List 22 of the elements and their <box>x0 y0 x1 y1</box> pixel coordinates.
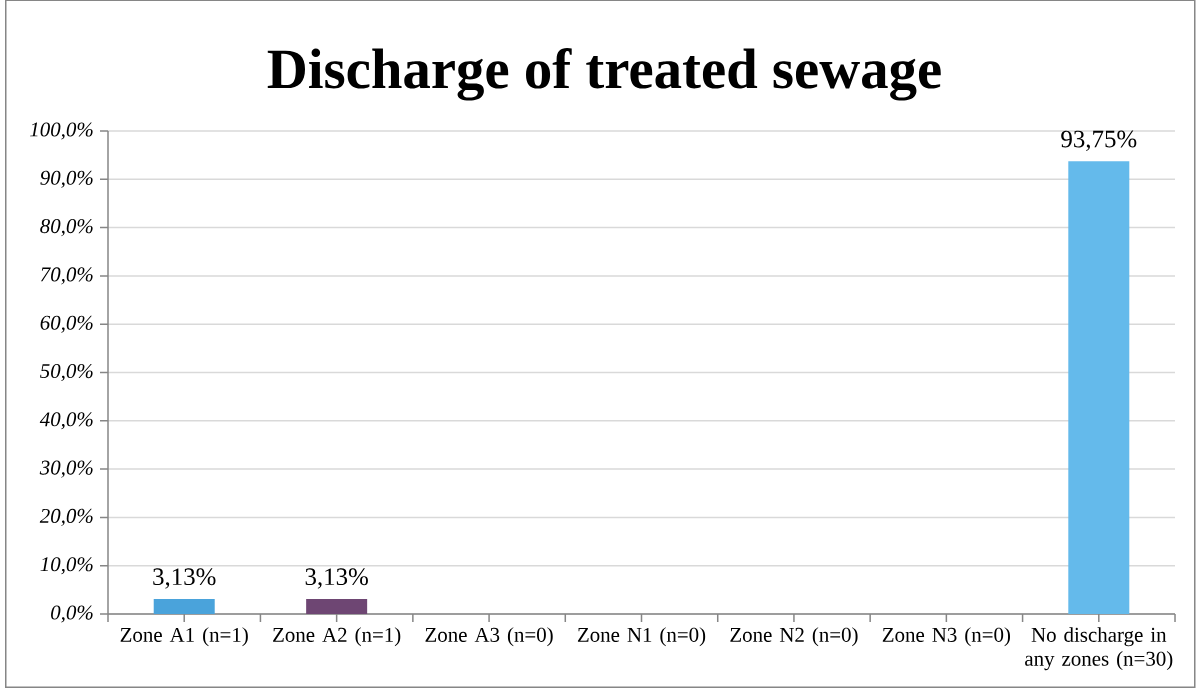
x-tick-label: Zone N2 (n=0) <box>730 627 858 647</box>
y-tick-label: 90,0% <box>40 170 93 188</box>
y-tick-label: 20,0% <box>39 508 93 526</box>
x-tick-label: No discharge in any zones (n=30) <box>1025 627 1173 671</box>
y-tick-label: 60,0% <box>40 315 93 333</box>
y-tick-label: 70,0% <box>40 267 93 285</box>
data-label: 3,13% <box>305 568 368 589</box>
x-tick-label: Zone A3 (n=0) <box>425 627 553 647</box>
y-tick-label: 80,0% <box>40 219 93 237</box>
y-tick-label: 50,0% <box>40 363 93 382</box>
x-tick-label: Zone N3 (n=0) <box>882 627 1011 647</box>
y-tick-label: 40,0% <box>39 412 93 430</box>
chart-title: Discharge of treated sewage <box>267 48 941 101</box>
y-tick-label: 100,0% <box>30 122 93 140</box>
y-tick-label: 0,0% <box>51 605 93 623</box>
data-label: 93,75% <box>1061 130 1137 151</box>
data-label: 3,13% <box>153 568 216 589</box>
x-tick-label: Zone N1 (n=0) <box>577 627 706 647</box>
y-tick-label: 30,0% <box>39 460 93 478</box>
y-tick-label: 10,0% <box>40 557 93 575</box>
x-tick-label: Zone A1 (n=1) <box>120 627 248 647</box>
x-tick-label: Zone A2 (n=1) <box>273 627 401 647</box>
